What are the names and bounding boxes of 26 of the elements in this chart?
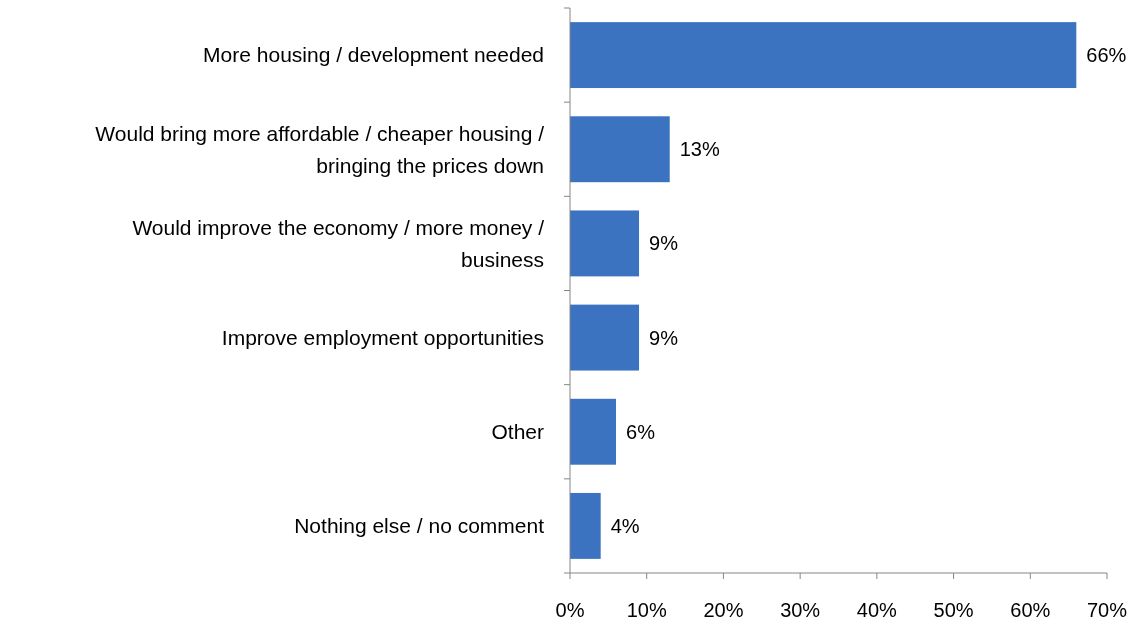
x-tick-label: 30% (780, 599, 821, 621)
data-label: 4% (610, 514, 640, 537)
data-label: 6% (626, 420, 656, 443)
x-tick-label: 70% (1086, 599, 1128, 621)
bar (570, 210, 640, 277)
bar (570, 116, 670, 183)
bar (570, 304, 640, 371)
data-label: 66% (1086, 44, 1127, 67)
y-tick-label: Improve employment opportunities (221, 325, 544, 349)
x-tick-label: 60% (1010, 599, 1051, 621)
x-tick-label: 20% (703, 599, 744, 621)
data-label: 13% (679, 138, 720, 161)
data-label: 9% (649, 232, 679, 255)
y-tick-label: Would improve the economy / more money / business (132, 215, 545, 271)
bar (570, 398, 617, 465)
x-tick-label: 0% (555, 599, 585, 621)
data-label: 9% (649, 326, 679, 349)
x-tick-label: 40% (856, 599, 898, 621)
bar (570, 492, 601, 559)
y-tick-label: More housing / development needed (203, 43, 544, 67)
bar (570, 22, 1077, 89)
y-tick-label: Would bring more affordable / cheaper housing / bringing the prices down (95, 121, 545, 177)
y-tick-label: Nothing else / no comment (294, 514, 545, 538)
x-tick-label: 50% (933, 599, 974, 621)
x-tick-label: 10% (626, 599, 667, 621)
y-tick-label: Other (491, 420, 544, 444)
